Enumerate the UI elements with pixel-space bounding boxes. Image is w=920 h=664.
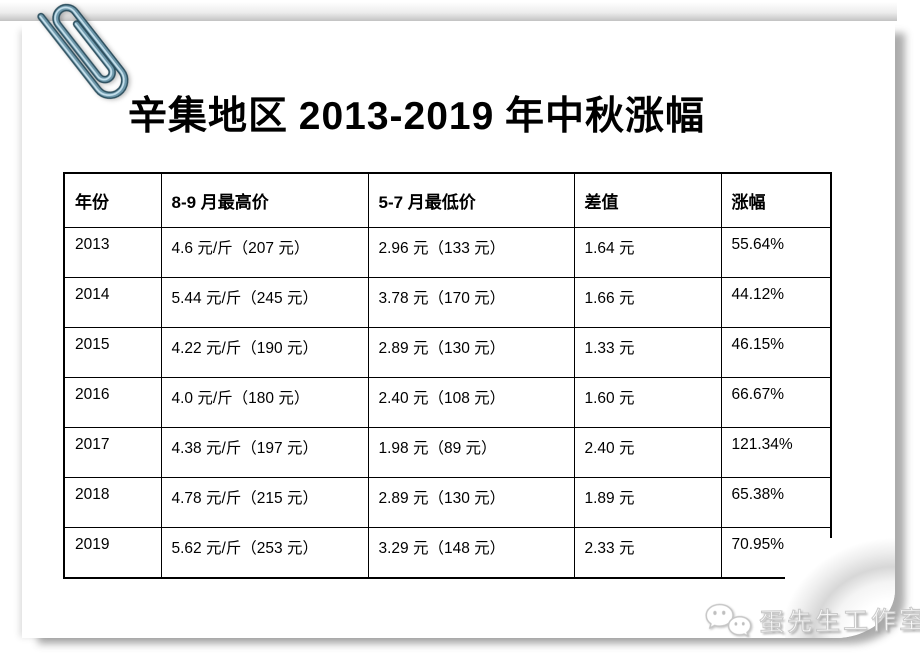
table-row-2014: 2014 5.44 元/斤（245 元） 3.78 元（170 元） 1.66 … <box>63 277 832 328</box>
cell-year: 2013 <box>63 227 162 278</box>
table-header-row: 年份 8-9 月最高价 5-7 月最低价 差值 涨幅 <box>63 172 832 228</box>
cell-year: 2014 <box>63 277 162 328</box>
cell-min-price: 2.89 元（130 元） <box>367 327 575 378</box>
cell-difference: 1.60 元 <box>573 377 722 428</box>
cell-min-price: 2.40 元（108 元） <box>367 377 575 428</box>
table-body: 2013 4.6 元/斤（207 元） 2.96 元（133 元） 1.64 元… <box>63 227 832 579</box>
header-year: 年份 <box>63 172 162 228</box>
title-suffix-text: 年中秋涨幅 <box>494 95 706 138</box>
cell-year: 2017 <box>63 427 162 478</box>
paperclip-icon <box>37 3 129 99</box>
cell-difference: 2.33 元 <box>573 527 722 579</box>
title-region-text: 辛集地区 <box>128 95 299 138</box>
cell-increase: 44.12% <box>720 277 832 328</box>
table-row-2013: 2013 4.6 元/斤（207 元） 2.96 元（133 元） 1.64 元… <box>63 227 832 278</box>
cell-max-price: 4.6 元/斤（207 元） <box>160 227 369 278</box>
page-title: 辛集地区 2013-2019 年中秋涨幅 <box>128 85 705 141</box>
wechat-logo-icon <box>705 603 752 637</box>
header-difference: 差值 <box>573 172 722 228</box>
cell-increase: 55.64% <box>720 227 832 278</box>
cell-difference: 1.66 元 <box>573 277 722 328</box>
cell-increase: 65.38% <box>720 477 832 528</box>
cell-max-price: 4.38 元/斤（197 元） <box>160 427 369 478</box>
table-row-2018: 2018 4.78 元/斤（215 元） 2.89 元（130 元） 1.89 … <box>63 477 832 528</box>
header-may-jul-min: 5-7 月最低价 <box>367 172 575 228</box>
document-sheet: 辛集地区 2013-2019 年中秋涨幅 年份 8-9 月最高价 5-7 月最低… <box>22 21 920 638</box>
cell-year: 2016 <box>63 377 162 428</box>
cell-max-price: 5.62 元/斤（253 元） <box>160 527 369 579</box>
table-row-2017: 2017 4.38 元/斤（197 元） 1.98 元（89 元） 2.40 元… <box>63 427 832 478</box>
cell-increase: 46.15% <box>720 327 832 378</box>
cell-year: 2015 <box>63 327 162 378</box>
table-row: 年份 8-9 月最高价 5-7 月最低价 差值 涨幅 <box>63 172 832 228</box>
cell-max-price: 5.44 元/斤（245 元） <box>160 277 369 328</box>
title-year-range: 2013-2019 <box>298 95 495 138</box>
cell-year: 2018 <box>63 477 162 528</box>
cell-difference: 1.64 元 <box>573 227 722 278</box>
cell-increase: 66.67% <box>720 377 832 428</box>
header-increase: 涨幅 <box>720 172 832 228</box>
table-row-2016: 2016 4.0 元/斤（180 元） 2.40 元（108 元） 1.60 元… <box>63 377 832 428</box>
cell-max-price: 4.22 元/斤（190 元） <box>160 327 369 378</box>
cell-difference: 1.33 元 <box>573 327 722 378</box>
cell-min-price: 3.29 元（148 元） <box>367 527 575 579</box>
cell-min-price: 2.89 元（130 元） <box>367 477 575 528</box>
cell-increase: 121.34% <box>720 427 832 478</box>
watermark: 蛋先生工作室 <box>704 598 920 641</box>
cell-min-price: 1.98 元（89 元） <box>367 427 575 478</box>
header-aug-sep-max: 8-9 月最高价 <box>160 172 369 228</box>
price-table: 年份 8-9 月最高价 5-7 月最低价 差值 涨幅 2013 4.6 元/斤（… <box>63 172 832 579</box>
page-curl-corner <box>785 538 895 638</box>
cell-min-price: 2.96 元（133 元） <box>367 227 575 278</box>
cell-difference: 1.89 元 <box>573 477 722 528</box>
cell-year: 2019 <box>63 527 162 579</box>
cell-max-price: 4.78 元/斤（215 元） <box>160 477 369 528</box>
cell-difference: 2.40 元 <box>573 427 722 478</box>
cell-max-price: 4.0 元/斤（180 元） <box>160 377 369 428</box>
table-row-2015: 2015 4.22 元/斤（190 元） 2.89 元（130 元） 1.33 … <box>63 327 832 378</box>
cell-min-price: 3.78 元（170 元） <box>367 277 575 328</box>
table-row-2019: 2019 5.62 元/斤（253 元） 3.29 元（148 元） 2.33 … <box>63 527 832 579</box>
page-top-fold-shadow <box>0 0 897 21</box>
watermark-text: 蛋先生工作室 <box>758 606 920 637</box>
